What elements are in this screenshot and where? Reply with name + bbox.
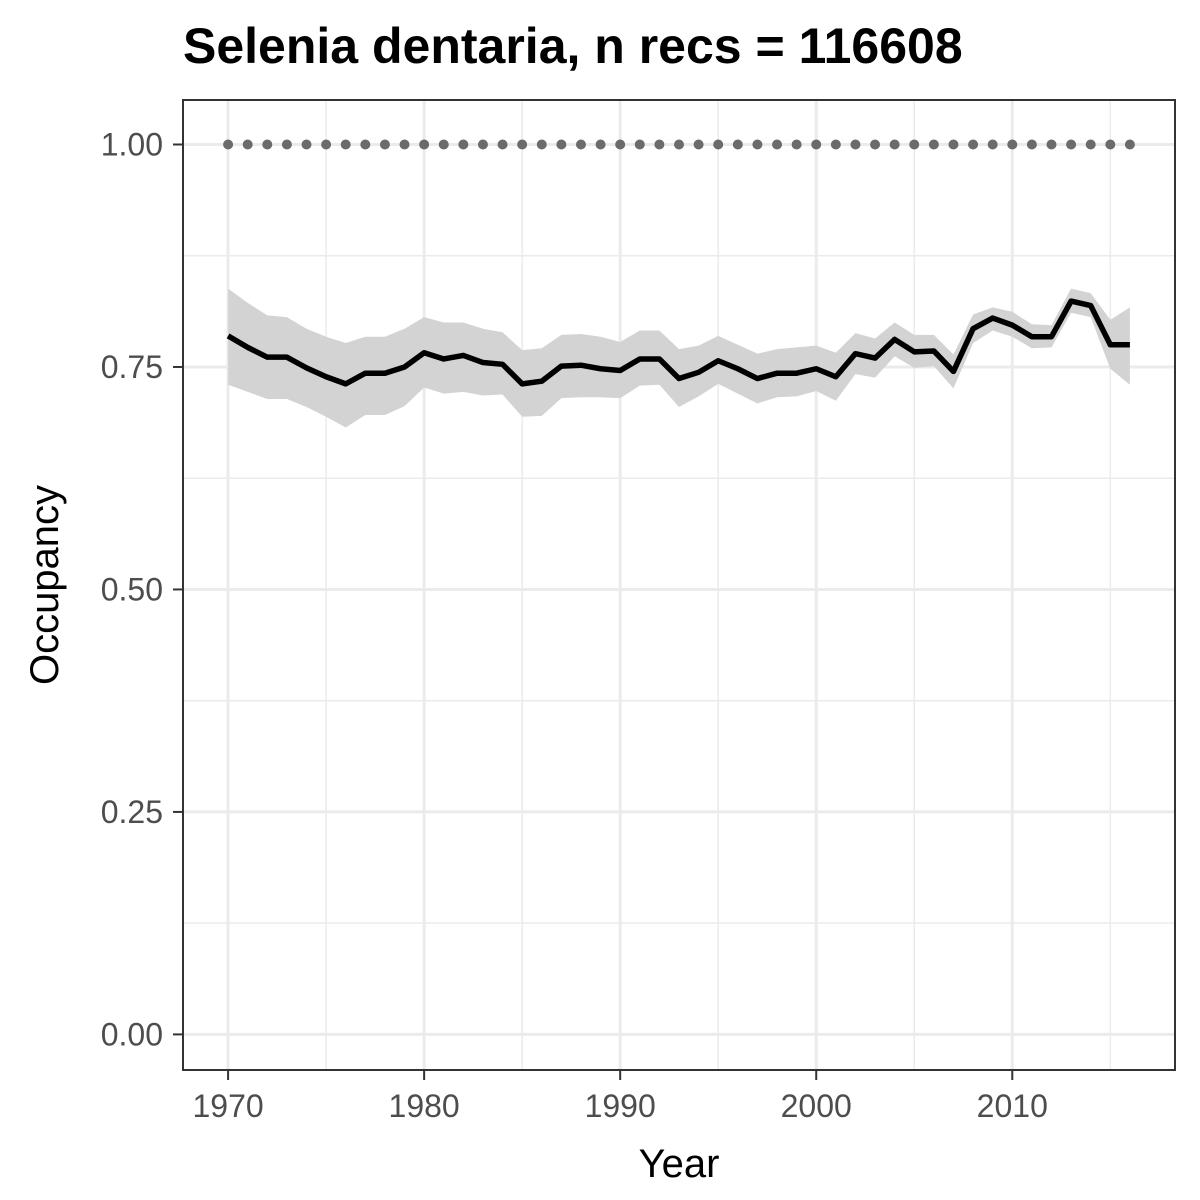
reference-point	[1026, 139, 1037, 150]
x-tick-label: 1970	[192, 1088, 263, 1124]
reference-point	[909, 139, 920, 150]
reference-point	[889, 139, 900, 150]
reference-point	[360, 139, 371, 150]
confidence-ribbon-layer	[228, 288, 1130, 428]
reference-point	[713, 139, 724, 150]
reference-point	[693, 139, 704, 150]
chart-title: Selenia dentaria, n recs = 116608	[183, 18, 963, 74]
reference-point	[948, 139, 959, 150]
reference-point	[1105, 139, 1116, 150]
reference-point	[1124, 139, 1135, 150]
reference-point	[497, 139, 508, 150]
y-tick-label: 0.75	[101, 349, 163, 385]
reference-point	[791, 139, 802, 150]
reference-point	[928, 139, 939, 150]
reference-point	[419, 139, 430, 150]
reference-point	[379, 139, 390, 150]
reference-point	[262, 139, 273, 150]
x-axis-title: Year	[639, 1142, 720, 1186]
y-tick-label: 0.50	[101, 571, 163, 607]
reference-point	[458, 139, 469, 150]
x-axis-ticks: 1970 1980 1990 2000 2010	[192, 1070, 1048, 1124]
reference-point	[830, 139, 841, 150]
reference-point	[674, 139, 684, 150]
y-tick-label: 0.25	[101, 794, 163, 830]
occupancy-mean-line	[226, 298, 1130, 387]
reference-point	[752, 139, 763, 150]
y-axis-ticks: 0.00 0.25 0.50 0.75 1.00	[101, 126, 183, 1052]
reference-point	[575, 139, 586, 150]
minor-gridlines	[183, 100, 1175, 1070]
reference-point	[772, 139, 783, 150]
reference-point	[340, 139, 351, 150]
reference-point	[321, 139, 332, 150]
confidence-ribbon	[228, 288, 1130, 428]
x-tick-label: 2000	[781, 1088, 852, 1124]
reference-point	[223, 139, 234, 150]
x-tick-label: 1980	[389, 1088, 460, 1124]
plot-border	[182, 99, 1176, 1071]
reference-point	[987, 139, 998, 150]
reference-point	[477, 139, 488, 150]
y-tick-label: 1.00	[101, 126, 163, 162]
reference-point	[1085, 139, 1096, 150]
reference-point	[870, 139, 881, 150]
reference-point	[301, 139, 312, 150]
reference-point	[242, 139, 253, 150]
y-tick-label: 0.00	[101, 1016, 163, 1052]
reference-point	[438, 139, 449, 150]
reference-point	[1066, 139, 1077, 150]
reference-point	[811, 139, 822, 150]
reference-point	[556, 139, 567, 150]
reference-point	[850, 139, 861, 150]
reference-point	[281, 139, 292, 150]
reference-point	[654, 139, 665, 150]
reference-point	[615, 139, 626, 150]
x-tick-label: 2010	[977, 1088, 1048, 1124]
reference-dots-layer	[223, 139, 1135, 150]
mean-line-layer	[226, 298, 1130, 387]
plot-area	[183, 100, 1175, 1070]
plot-background	[183, 100, 1175, 1070]
reference-point	[1007, 139, 1018, 150]
reference-point	[634, 139, 645, 150]
reference-point	[517, 139, 528, 150]
reference-point	[536, 139, 547, 150]
reference-point	[1046, 139, 1057, 150]
reference-point	[732, 139, 743, 150]
reference-point	[968, 139, 979, 150]
reference-point	[399, 139, 410, 150]
y-axis-title: Occupancy	[23, 485, 67, 685]
reference-point	[595, 139, 606, 150]
x-tick-label: 1990	[585, 1088, 656, 1124]
